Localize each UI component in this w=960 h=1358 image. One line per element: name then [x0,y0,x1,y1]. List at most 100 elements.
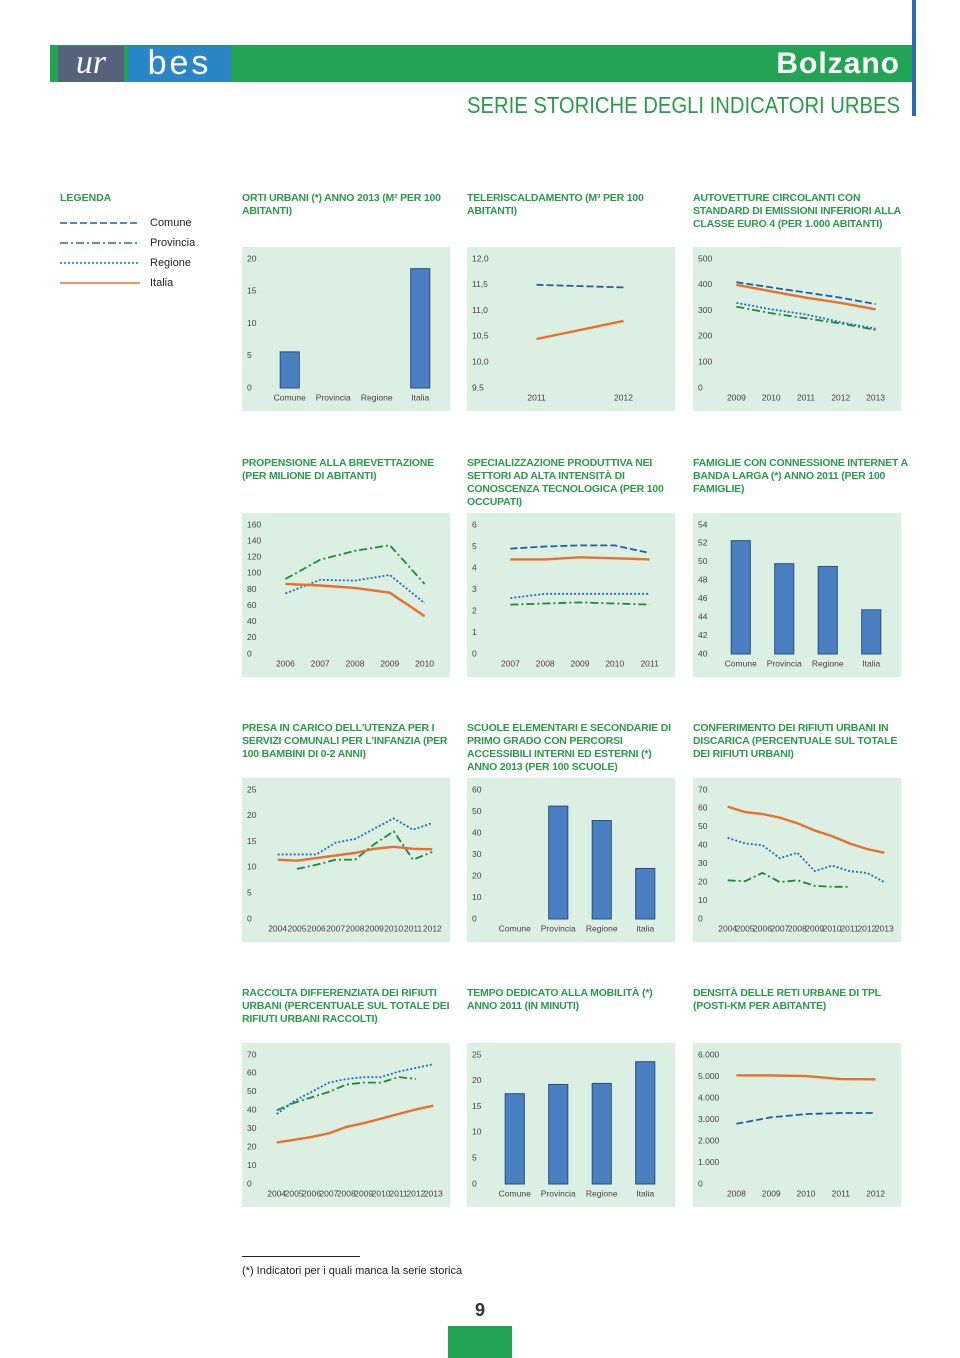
y-tick-label: 200 [698,331,712,341]
chart: 40 42 44 46 48 50 52 54 Comune Provincia Regione It… [693,513,901,677]
y-tick-label: 70 [247,1049,257,1059]
x-tick-label: Comune [725,658,757,668]
x-tick-label: Provincia [541,1188,576,1198]
x-tick-label: Regione [361,392,393,402]
x-tick-label: 2012 [423,923,442,933]
chart-title: AUTOVETTURE CIRCOLANTI CON STANDARD DI E… [693,192,901,230]
bar [504,1093,525,1185]
bar [635,867,656,920]
y-tick-label: 12,0 [472,253,489,263]
y-tick-label: 11,5 [472,279,488,289]
y-tick-label: 40 [247,616,257,626]
y-tick-label: 10 [472,1127,482,1137]
chart-title: PRESA IN CARICO DELL'UTENZA PER I SERVIZ… [242,722,448,760]
chart: 9,5 10,0 10,5 11,0 11,5 12,0 2011 2012 [467,247,675,411]
page-title: SERIE STORICHE DEGLI INDICATORI URBES [466,92,900,118]
x-tick-label: 2008 [337,1188,356,1198]
y-tick-label: 20 [247,1141,257,1151]
x-tick-label: Comune [499,923,531,933]
x-tick-label: 2008 [788,923,807,933]
y-tick-label: 20 [247,253,257,263]
x-tick-label: 2009 [380,658,399,668]
y-tick-label: 1.000 [698,1157,720,1167]
x-tick-label: 2004 [268,923,287,933]
series-line [510,556,650,561]
legend-label: Comune [150,217,192,229]
y-tick-label: 400 [698,279,712,289]
chart-title: RACCOLTA DIFFERENZIATA DEI RIFIUTI URBAN… [242,987,450,1025]
legend-label: Regione [150,257,191,269]
y-tick-label: 0 [247,913,252,923]
y-tick-label: 52 [698,538,708,548]
y-tick-label: 0 [698,382,703,392]
x-tick-label: 2008 [536,658,555,668]
accent-line [912,0,916,116]
bar [730,540,751,655]
bar [635,1061,656,1185]
y-tick-label: 40 [247,1105,257,1115]
y-tick-label: 50 [247,1086,257,1096]
chart-title: SPECIALIZZAZIONE PRODUTTIVA NEI SETTORI … [467,457,664,508]
footnote-rule [242,1256,360,1257]
x-tick-label: 2010 [372,1188,391,1198]
y-tick-label: 30 [472,849,482,859]
bar [591,820,612,920]
city-name: Bolzano [776,47,900,80]
y-tick-label: 44 [698,611,708,621]
x-tick-label: 2009 [571,658,590,668]
y-tick-label: 6 [472,519,477,529]
x-tick-label: 2013 [424,1188,443,1198]
y-tick-label: 100 [247,568,261,578]
y-tick-label: 50 [698,556,708,566]
x-tick-label: 2011 [840,923,859,933]
chart: 0102030405060702004200520062007200820092… [242,1043,450,1207]
y-tick-label: 10 [247,1160,257,1170]
x-tick-label: 2009 [354,1188,373,1198]
y-tick-label: 60 [472,784,482,794]
series-line [285,582,426,618]
x-tick-label: 2011 [527,392,546,402]
x-tick-label: 2011 [404,923,423,933]
y-tick-label: 5 [472,541,477,551]
plot-background [467,513,675,677]
legend: Comune Provincia Regione Italia [60,217,196,289]
y-tick-label: 10,5 [472,331,489,341]
y-tick-label: 0 [247,382,252,392]
series-line [510,544,650,554]
series-line [727,871,850,888]
y-tick-label: 5 [472,1152,477,1162]
y-tick-label: 5 [247,887,252,897]
x-tick-label: 2010 [415,658,434,668]
logo-left: ur [58,46,124,82]
x-tick-label: 2007 [501,658,520,668]
x-tick-label: 2008 [727,1188,746,1198]
page-number: 9 [474,1300,485,1320]
y-tick-label: 25 [472,1049,482,1059]
chart: 0 10 20 30 40 50 60 Comune Provincia Regione Itali… [467,778,675,942]
plot-background [242,1043,450,1207]
chart-title: ORTI URBANI (*) ANNO 2013 (M² PER 100 AB… [242,192,441,217]
bar [817,565,838,655]
y-tick-label: 500 [698,253,712,263]
series-line [276,1063,434,1115]
chart-title: DENSITÀ DELLE RETI URBANE DI TPL (POSTI-… [693,987,881,1012]
plot-background [242,513,450,677]
series-line [736,1112,876,1125]
x-tick-label: Provincia [767,658,802,668]
y-tick-label: 40 [472,827,482,837]
bar [548,805,569,920]
y-tick-label: 0 [698,1178,703,1188]
y-tick-label: 10,0 [472,356,489,366]
chart: 0 1.000 2.000 3.000 4.000 5.000 6.000 2008 2009 2… [693,1043,901,1207]
y-tick-label: 46 [698,593,708,603]
bar [548,1083,569,1185]
y-tick-label: 30 [247,1123,257,1133]
y-tick-label: 2.000 [698,1135,720,1145]
y-tick-label: 40 [698,840,708,850]
x-tick-label: 2010 [762,392,781,402]
series-line [510,601,650,606]
y-tick-label: 60 [247,1068,257,1078]
y-tick-label: 100 [698,356,712,366]
y-tick-label: 20 [472,870,482,880]
